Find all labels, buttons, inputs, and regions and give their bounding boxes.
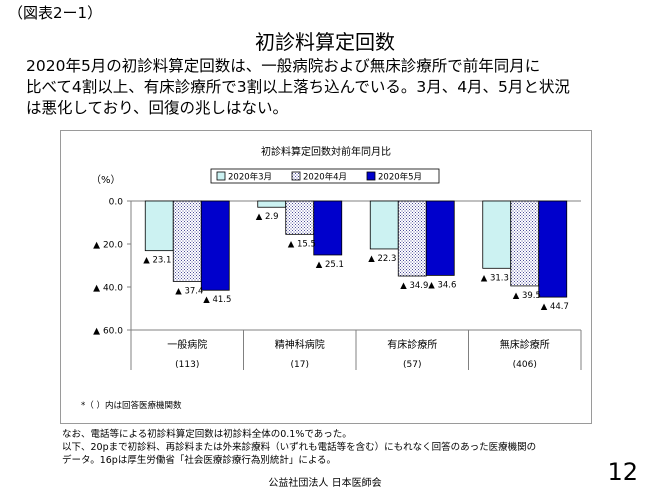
data-label: ▲ 34.9 bbox=[400, 281, 428, 291]
data-label: ▲ 25.1 bbox=[316, 260, 344, 270]
category-count-label: (17) bbox=[291, 360, 309, 370]
data-labels: ▲ 23.1 ▲ 2.9 ▲ 22.3 ▲ 31.3 ▲ 37.4 ▲ 15.5 ▲ 34.… bbox=[143, 212, 569, 312]
lead-paragraph: 2020年5月の初診料算定回数は、一般病院および無床診療所で前年同月に 比べて4… bbox=[26, 56, 636, 119]
data-label: ▲ 39.5 bbox=[513, 291, 541, 301]
note-line-1: なお、電話等による初診料算定回数は初診料全体の0.1%であった。 bbox=[62, 429, 352, 440]
legend-frame bbox=[210, 168, 440, 184]
bar-2020年3月 bbox=[144, 200, 174, 252]
y-axis-unit-label: （%） bbox=[91, 174, 121, 186]
bar-2020年5月 bbox=[200, 200, 230, 291]
data-label: ▲ 41.5 bbox=[203, 295, 231, 305]
bar-2020年5月 bbox=[425, 200, 455, 276]
legend-label: 2020年3月 bbox=[228, 172, 272, 183]
legend-swatch bbox=[366, 171, 376, 181]
category-count-label: (113) bbox=[175, 360, 199, 370]
note-line-3: データ。16pは厚生労働省「社会医療診療行為別統計」による。 bbox=[62, 455, 337, 466]
data-label: ▲ 34.6 bbox=[428, 280, 456, 290]
organization-name: 公益社団法人 日本医師会 bbox=[268, 478, 382, 489]
legend-swatch bbox=[291, 171, 301, 181]
slide-title: 初診料算定回数 bbox=[255, 30, 395, 54]
data-label: ▲ 44.7 bbox=[541, 302, 569, 312]
lead-line-2: 比べて4割以上、有床診療所で3割以上落ち込んでいる。3月、4月、5月と状況 bbox=[26, 78, 570, 96]
bar-2020年3月 bbox=[369, 200, 399, 250]
category-label: 有床診療所 bbox=[387, 338, 437, 351]
bar-2020年3月 bbox=[257, 200, 287, 208]
category-count-label: (57) bbox=[403, 360, 421, 370]
chart-title: 初診料算定回数対前年同月比 bbox=[261, 145, 391, 158]
note-line-2: 以下、20pまで初診料、再診料または外来診療料（いずれも電話等を含む）にもれなく… bbox=[62, 442, 537, 453]
legend: 2020年3月 2020年4月 2020年5月 bbox=[210, 168, 440, 184]
data-label: ▲ 15.5 bbox=[288, 239, 316, 249]
bar-2020年4月 bbox=[172, 200, 202, 282]
lead-line-3: は悪化しており、回復の兆しはない。 bbox=[26, 99, 288, 117]
bar-2020年5月 bbox=[313, 200, 343, 256]
y-tick-label: ▲ 40.0 bbox=[93, 284, 123, 294]
bar-2020年4月 bbox=[397, 200, 427, 277]
category-label: 一般病院 bbox=[167, 338, 207, 351]
data-label: ▲ 22.3 bbox=[368, 254, 396, 264]
category-label: 精神科病院 bbox=[275, 338, 325, 351]
data-label: ▲ 31.3 bbox=[481, 273, 509, 283]
data-label: ▲ 37.4 bbox=[175, 286, 203, 296]
bar-2020年4月 bbox=[510, 200, 540, 287]
lead-line-1: 2020年5月の初診料算定回数は、一般病院および無床診療所で前年同月に bbox=[26, 57, 541, 75]
bar-chart: 初診料算定回数対前年同月比 （%） *（ ）内は回答医療機関数 2020年3月 2… bbox=[81, 145, 582, 411]
chart-panel: 初診料算定回数対前年同月比 （%） *（ ）内は回答医療機関数 2020年3月 2… bbox=[60, 130, 592, 424]
category-count-label: (406) bbox=[513, 360, 537, 370]
bar-2020年3月 bbox=[482, 200, 512, 269]
legend-label: 2020年5月 bbox=[378, 172, 422, 183]
legend-label: 2020年4月 bbox=[303, 172, 347, 183]
figure-label: （図表2ー1） bbox=[8, 4, 103, 22]
data-label: ▲ 23.1 bbox=[143, 256, 171, 266]
chart-footnote: *（ ）内は回答医療機関数 bbox=[81, 400, 182, 411]
bar-2020年4月 bbox=[285, 200, 315, 235]
y-tick-label: 0.0 bbox=[109, 198, 124, 208]
y-tick-label: ▲ 60.0 bbox=[93, 327, 123, 337]
page-number: 12 bbox=[607, 458, 638, 486]
legend-swatch bbox=[216, 171, 226, 181]
bar-2020年5月 bbox=[538, 200, 568, 298]
y-tick-label: ▲ 20.0 bbox=[93, 241, 123, 251]
data-label: ▲ 2.9 bbox=[256, 212, 279, 222]
notes: なお、電話等による初診料算定回数は初診料全体の0.1%であった。 以下、20pま… bbox=[62, 428, 536, 467]
bars bbox=[144, 200, 568, 298]
category-label: 無床診療所 bbox=[500, 338, 550, 351]
